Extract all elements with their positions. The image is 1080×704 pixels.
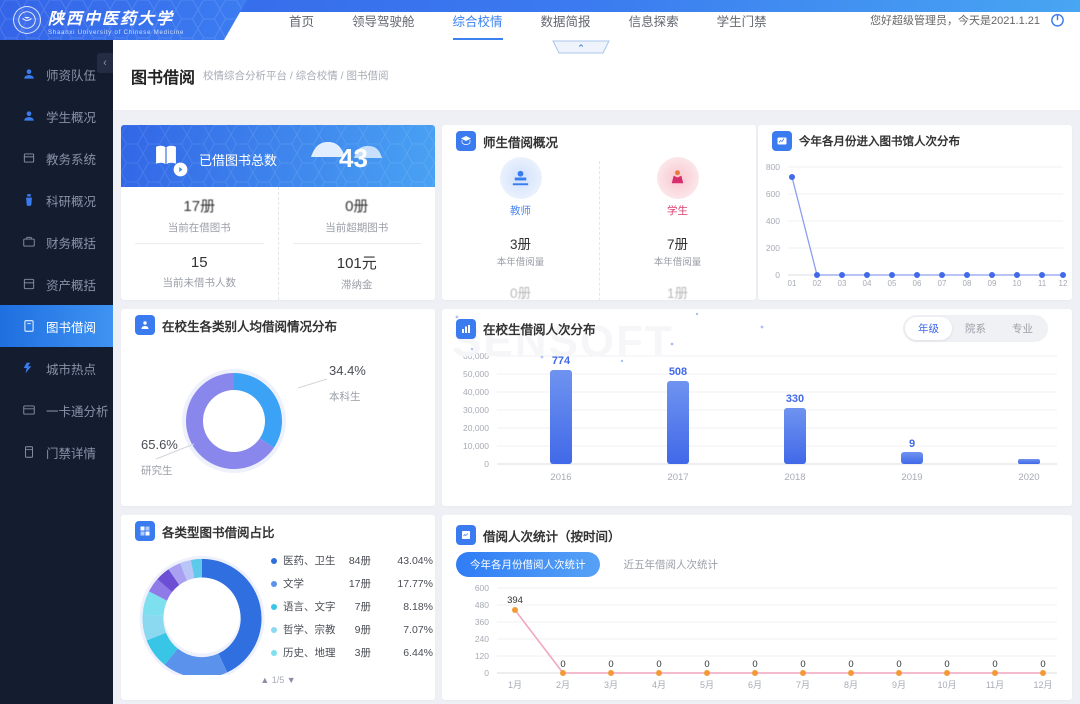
svg-text:0: 0 (944, 659, 949, 670)
svg-text:0: 0 (608, 659, 613, 670)
svg-text:10月: 10月 (937, 680, 956, 690)
svg-text:0: 0 (1040, 659, 1045, 670)
svg-text:0: 0 (752, 659, 757, 670)
svg-text:09: 09 (988, 279, 997, 287)
svg-text:0: 0 (896, 659, 901, 670)
svg-text:2020: 2020 (1018, 472, 1039, 483)
svg-text:0: 0 (800, 659, 805, 670)
svg-text:400: 400 (766, 216, 780, 226)
svg-text:0: 0 (484, 668, 489, 678)
svg-text:0: 0 (560, 659, 565, 670)
svg-text:360: 360 (475, 617, 489, 627)
svg-text:2月: 2月 (556, 680, 570, 690)
svg-text:04: 04 (863, 279, 872, 287)
svg-text:01: 01 (788, 279, 797, 287)
svg-text:0: 0 (484, 459, 489, 469)
svg-text:30,000: 30,000 (463, 405, 489, 415)
svg-text:20,000: 20,000 (463, 423, 489, 433)
svg-text:34.4%: 34.4% (329, 363, 366, 378)
svg-text:7月: 7月 (796, 680, 810, 690)
svg-text:⌃: ⌃ (577, 43, 585, 53)
svg-text:2018: 2018 (784, 472, 805, 483)
svg-text:02: 02 (813, 279, 822, 287)
svg-text:0: 0 (656, 659, 661, 670)
svg-text:07: 07 (938, 279, 947, 287)
svg-text:0: 0 (775, 270, 780, 280)
svg-text:9: 9 (909, 438, 915, 450)
svg-text:9月: 9月 (892, 680, 906, 690)
svg-text:6月: 6月 (748, 680, 762, 690)
svg-text:12月: 12月 (1033, 680, 1052, 690)
svg-text:480: 480 (475, 600, 489, 610)
svg-text:600: 600 (766, 189, 780, 199)
svg-text:11月: 11月 (986, 680, 1004, 690)
svg-text:2017: 2017 (667, 472, 688, 483)
svg-text:06: 06 (913, 279, 922, 287)
svg-text:0: 0 (992, 659, 997, 670)
svg-text:12: 12 (1059, 279, 1068, 287)
svg-text:65.6%: 65.6% (141, 437, 178, 452)
svg-text:10,000: 10,000 (463, 441, 489, 451)
svg-text:11: 11 (1038, 279, 1047, 287)
svg-text:03: 03 (838, 279, 847, 287)
svg-text:330: 330 (786, 393, 804, 405)
svg-text:40,000: 40,000 (463, 387, 489, 397)
svg-text:08: 08 (963, 279, 972, 287)
svg-text:0: 0 (704, 659, 709, 670)
svg-text:50,000: 50,000 (463, 369, 489, 379)
svg-text:600: 600 (475, 584, 489, 593)
svg-text:10: 10 (1013, 279, 1022, 287)
svg-text:2016: 2016 (550, 472, 571, 483)
svg-text:5月: 5月 (700, 680, 714, 690)
svg-text:0: 0 (848, 659, 853, 670)
svg-text:4月: 4月 (652, 680, 666, 690)
svg-text:1月: 1月 (508, 680, 522, 690)
svg-text:200: 200 (766, 243, 780, 253)
svg-text:2019: 2019 (901, 472, 922, 483)
svg-text:3月: 3月 (604, 680, 618, 690)
svg-text:本科生: 本科生 (329, 390, 361, 403)
svg-text:研究生: 研究生 (141, 464, 173, 477)
svg-text:8月: 8月 (844, 680, 858, 690)
svg-text:120: 120 (475, 651, 489, 661)
svg-text:394: 394 (507, 595, 523, 606)
svg-text:240: 240 (475, 634, 489, 644)
svg-text:800: 800 (766, 162, 780, 172)
svg-text:05: 05 (888, 279, 897, 287)
